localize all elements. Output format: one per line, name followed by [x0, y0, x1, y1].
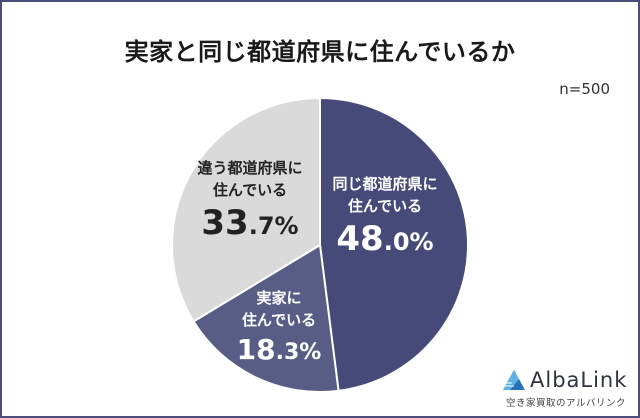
albalink-mountain-icon [503, 370, 525, 390]
albalink-tagline: 空き家買取のアルバリンク [506, 398, 626, 409]
chart-title: 実家と同じ都道府県に住んでいるか [124, 38, 516, 66]
sample-size-label: n=500 [559, 80, 610, 98]
pie-slice-same-prefecture [319, 96, 469, 392]
slice-label-different-prefecture: 違う都道府県に 住んでいる 33.7% [188, 158, 312, 240]
pie-slice-parents-home [192, 243, 340, 393]
slice-label-parents-home: 実家に 住んでいる 18.3% [224, 288, 334, 364]
slice-percent: 48.0% [336, 218, 434, 259]
slice-label-same-prefecture: 同じ都道府県に 住んでいる 48.0% [320, 174, 450, 256]
pie-slice-different-prefecture [171, 96, 321, 323]
slice-percent: 33.7% [201, 202, 299, 243]
slice-percent: 18.3% [236, 332, 322, 366]
albalink-logo: AlbaLink 空き家買取のアルバリンク [502, 368, 630, 409]
albalink-wordmark: AlbaLink [530, 368, 628, 392]
